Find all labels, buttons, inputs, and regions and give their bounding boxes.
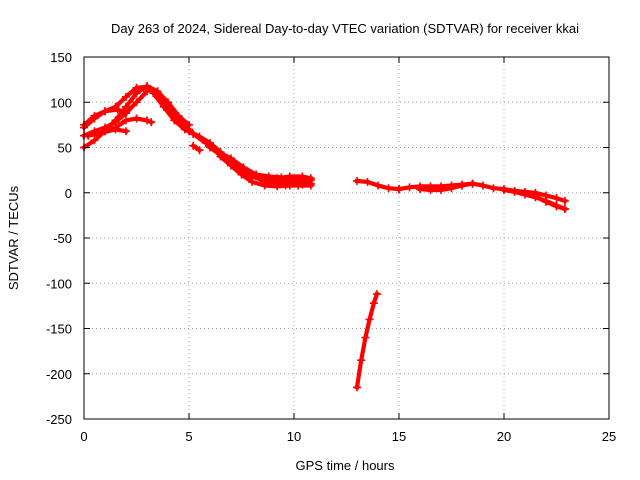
data-point (164, 98, 172, 107)
data-point (201, 138, 210, 147)
data-point (185, 127, 193, 136)
data-point (372, 290, 381, 299)
x-tick-label: 10 (287, 429, 301, 444)
y-tick-label: 150 (50, 50, 72, 65)
data-point (237, 166, 246, 175)
x-tick-label: 0 (80, 429, 87, 444)
x-tick-label: 20 (497, 429, 511, 444)
data-point (122, 116, 130, 125)
data-point (290, 175, 298, 184)
data-point (552, 202, 561, 211)
data-point (113, 105, 122, 114)
data-point (479, 181, 487, 190)
data-point (174, 111, 183, 120)
data-point (357, 356, 366, 365)
data-point (500, 186, 508, 195)
data-traces (80, 81, 569, 392)
y-tick-label: 100 (50, 95, 72, 110)
data-point (227, 161, 235, 170)
data-point (159, 102, 168, 111)
data-point (306, 176, 315, 185)
data-point (170, 116, 179, 125)
y-tick-label: -50 (53, 231, 72, 246)
data-point (365, 315, 374, 324)
data-point (416, 185, 424, 194)
series-arc-8 (154, 88, 192, 128)
data-point (252, 170, 261, 179)
data-point (96, 129, 105, 138)
series-arc-21 (354, 291, 380, 390)
data-point (122, 127, 130, 136)
data-point (189, 141, 198, 150)
data-point (395, 185, 403, 194)
data-point (447, 184, 456, 193)
data-point (216, 152, 225, 161)
data-point (147, 118, 156, 127)
data-point (143, 116, 151, 125)
data-point (143, 82, 151, 91)
data-point (426, 186, 435, 195)
x-axis-label: GPS time / hours (296, 458, 395, 473)
grid (84, 57, 609, 419)
y-tick-label: -250 (46, 412, 72, 427)
data-point (132, 83, 141, 92)
data-point (405, 183, 414, 192)
data-point (437, 186, 445, 195)
data-point (180, 125, 189, 134)
chart-title: Day 263 of 2024, Sidereal Day-to-day VTE… (111, 21, 579, 36)
data-point (195, 146, 204, 155)
data-point (132, 114, 141, 123)
y-tick-label: -200 (46, 367, 72, 382)
data-point (264, 172, 273, 181)
y-tick-label: -150 (46, 322, 72, 337)
data-point (552, 194, 561, 203)
y-tick-label: 0 (65, 186, 72, 201)
data-point (149, 89, 158, 98)
data-point (122, 109, 130, 118)
data-point (560, 196, 569, 205)
data-point (101, 107, 109, 116)
data-point (542, 197, 550, 206)
x-tick-label: 5 (185, 429, 192, 444)
data-point (90, 136, 99, 145)
data-point (353, 176, 361, 185)
data-point (531, 192, 540, 201)
data-point (468, 179, 477, 188)
data-point (189, 129, 198, 138)
series-arc-6 (85, 127, 129, 139)
data-point (521, 188, 529, 197)
data-point (90, 111, 99, 120)
data-point (510, 187, 519, 196)
y-tick-label: 50 (58, 141, 72, 156)
y-tick-label: -100 (46, 276, 72, 291)
y-axis-label: SDTVAR / TECUs (6, 185, 21, 290)
data-point (302, 176, 311, 185)
data-point (277, 173, 286, 182)
data-point (374, 181, 382, 190)
plot-frame (83, 56, 610, 420)
data-point (384, 184, 393, 193)
x-tick-label: 15 (392, 429, 406, 444)
data-point (111, 125, 120, 134)
data-point (458, 181, 466, 190)
data-point (560, 205, 569, 214)
data-point (489, 184, 498, 193)
data-point (361, 333, 370, 342)
data-point (122, 92, 130, 101)
x-tick-label: 25 (602, 429, 616, 444)
axis-ticks: 0 5 10 15 20 25 -250 -200 -150 -100 -50 0 50 100 150 (46, 50, 616, 444)
data-point (84, 131, 93, 140)
data-point (285, 181, 294, 190)
data-point (153, 87, 162, 96)
data-point (353, 383, 361, 392)
data-point (369, 299, 378, 308)
data-point (273, 182, 282, 191)
data-point (132, 98, 141, 107)
data-point (206, 143, 214, 152)
data-point (363, 177, 372, 186)
